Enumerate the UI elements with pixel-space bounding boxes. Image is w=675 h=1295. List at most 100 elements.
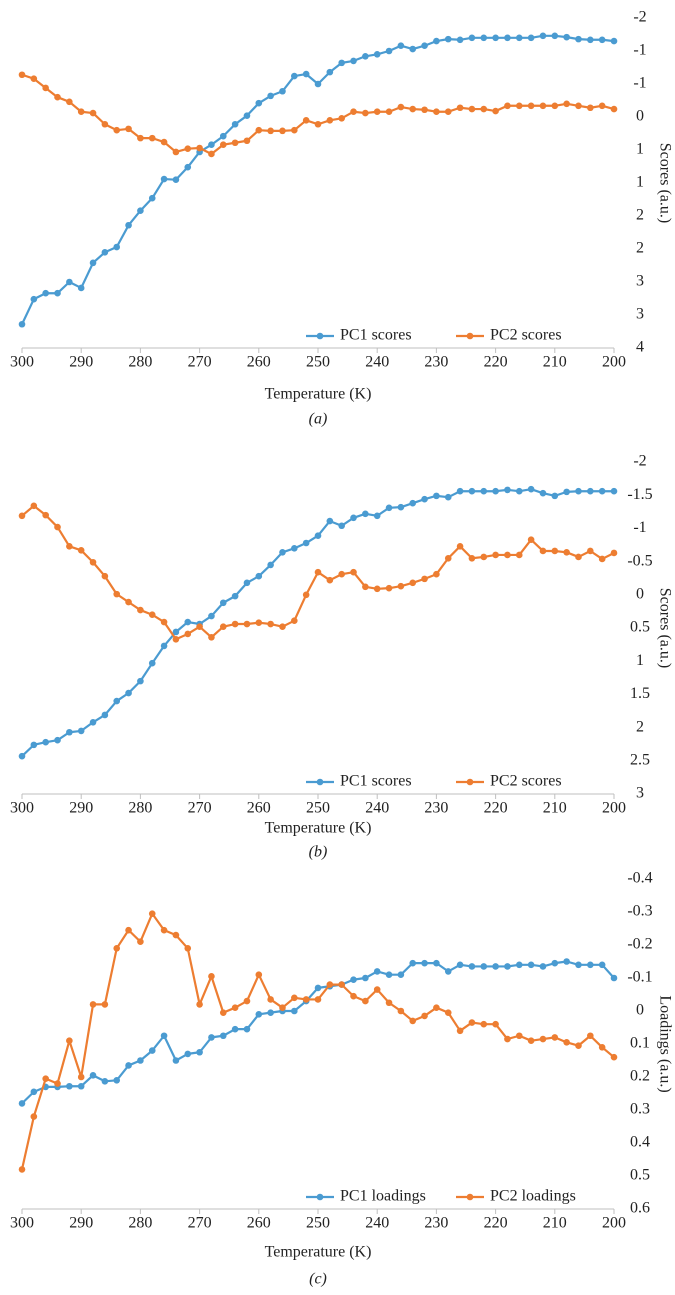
y-tick-label: -0.1 [627,969,652,986]
caption: (c) [309,1271,327,1288]
y-tick-label: 0 [636,108,644,125]
data-point [219,132,227,140]
data-point [338,59,345,67]
x-tick-label: 230 [424,1215,448,1232]
data-point [563,488,570,496]
data-point [113,697,121,705]
data-point [587,1032,594,1040]
x-tick-label: 250 [306,800,330,817]
data-point [231,1025,239,1033]
caption: (a) [309,411,328,428]
data-point [125,221,132,229]
data-point [279,1004,286,1011]
data-point [172,635,180,643]
data-point [373,108,381,116]
data-point [125,689,132,697]
data-point [113,590,121,598]
data-point [125,598,132,606]
data-point [314,120,322,128]
y-tick-label: 0.5 [630,1167,650,1184]
x-tick-label: 260 [247,800,271,817]
data-point [279,127,286,135]
chart: 300 290 280 270 260 250 240 230 220 210 200 -0.4 -0.… [10,870,673,1288]
data-point [267,996,274,1003]
data-point [208,141,215,149]
data-point [515,102,523,110]
data-point [125,125,132,133]
data-point [267,620,274,628]
data-point [219,1009,227,1016]
data-point [172,176,180,183]
data-point [196,623,203,630]
data-point [468,554,476,562]
data-point [480,487,488,495]
y-tick-label: -1 [633,75,646,92]
data-point [527,961,535,969]
y-tick-label: 0.3 [630,1101,650,1118]
y-tick-label: -0.3 [627,903,652,920]
data-point [527,1037,535,1044]
data-point [444,1009,452,1016]
data-point [409,105,417,113]
data-point [515,487,523,495]
data-point [433,1004,440,1011]
data-point [243,1025,251,1033]
legend-label: PC2 loadings [490,1188,576,1205]
data-point [101,120,109,128]
data-point [89,1072,97,1079]
data-point [18,752,26,760]
data-point [18,320,26,328]
data-point [219,1032,227,1040]
data-point [504,551,511,559]
data-point [539,32,547,40]
data-point [243,620,251,628]
data-point [385,971,393,978]
data-point [314,984,322,992]
data-point [433,492,440,500]
data-point [397,503,405,511]
data-point [231,120,239,128]
data-point [456,543,464,550]
data-point [148,611,156,619]
data-point [350,568,357,576]
data-point [397,42,405,50]
data-point [279,549,286,556]
data-point [231,139,239,147]
x-axis-title: Temperature (K) [265,820,372,837]
data-point [575,35,582,43]
data-point [291,617,298,624]
data-point [267,1009,274,1016]
data-point [362,997,369,1005]
data-point [77,108,85,116]
data-point [66,278,73,286]
x-tick-label: 270 [188,354,212,371]
data-point [504,102,511,110]
data-point [409,959,417,967]
data-point [385,504,393,512]
data-point [101,1001,109,1008]
y-tick-label: 1 [636,174,644,191]
data-point [255,126,263,134]
x-tick-label: 240 [365,800,389,817]
data-point [373,51,381,58]
series-line [20,912,615,1170]
data-point [291,994,298,1002]
x-tick-label: 300 [10,354,34,371]
data-point [456,36,464,44]
y-tick-label: 1.5 [630,685,650,702]
data-point [18,512,26,520]
data-point [302,591,310,599]
data-point [492,487,499,495]
x-tick-label: 210 [543,1215,567,1232]
data-point [148,659,156,667]
x-tick-label: 210 [543,800,567,817]
x-tick-label: 200 [602,800,626,817]
data-point [326,117,334,124]
data-point [385,108,393,116]
data-point [172,628,180,636]
data-point [515,961,523,969]
data-point [551,959,559,967]
data-point [598,555,606,563]
data-point [551,102,559,110]
